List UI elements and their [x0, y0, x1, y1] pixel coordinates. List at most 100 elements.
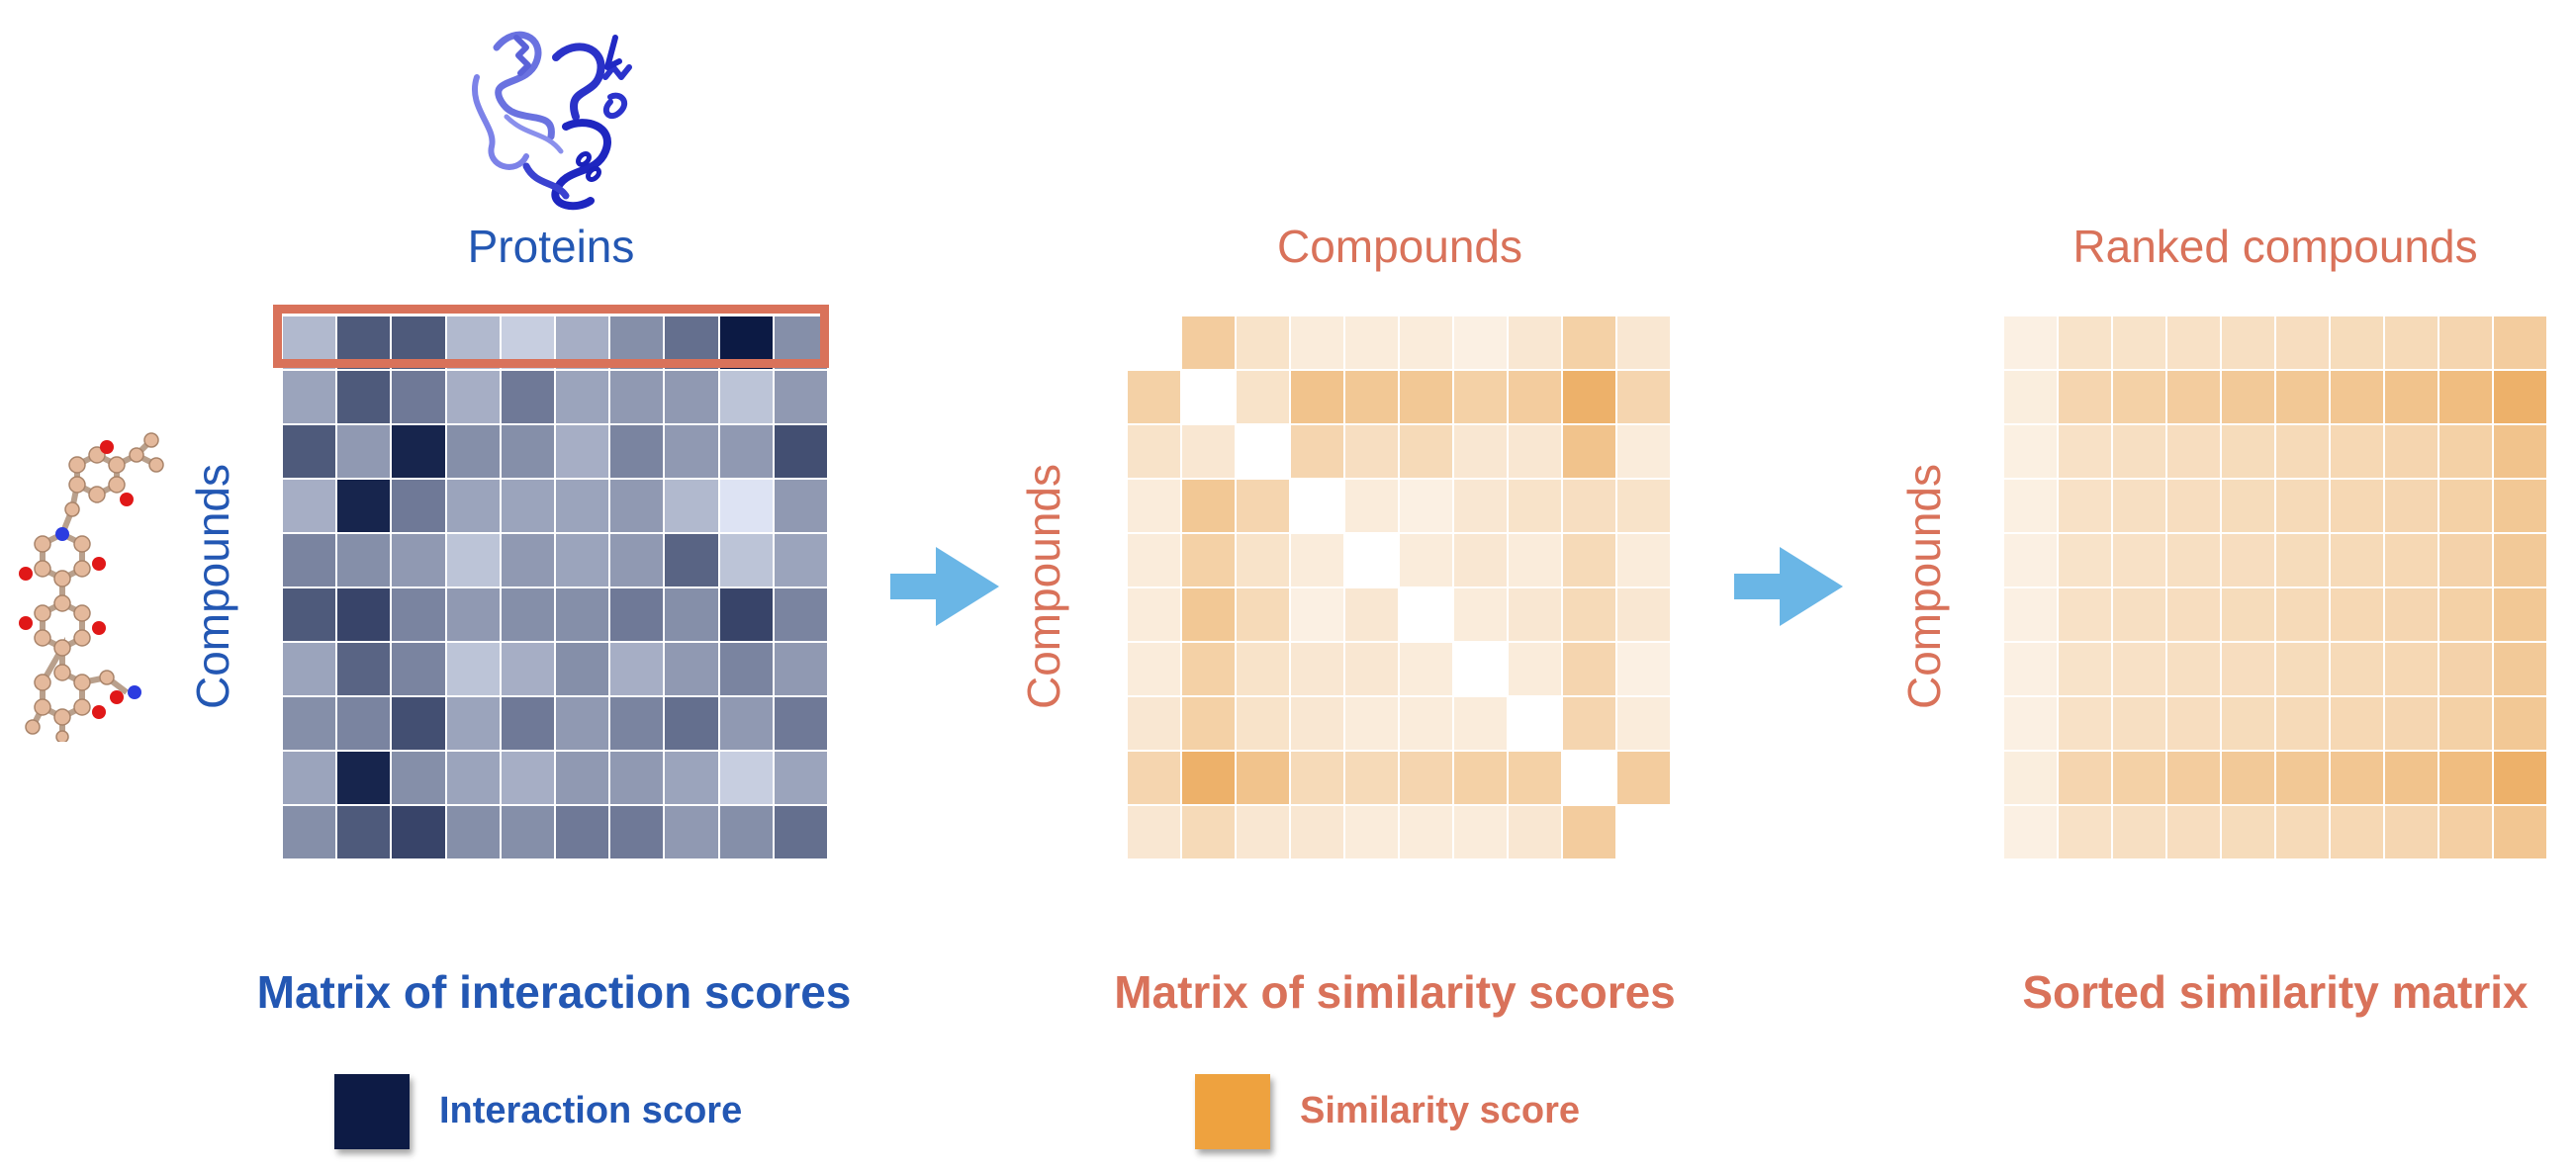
sorted-similarity-cell — [2276, 752, 2329, 804]
similarity-cell — [1617, 643, 1670, 695]
similarity-cell — [1617, 480, 1670, 532]
similarity-cell — [1509, 316, 1561, 369]
similarity-cell — [1291, 316, 1343, 369]
similarity-cell — [1291, 643, 1343, 695]
interaction-cell — [283, 425, 336, 478]
similarity-score-swatch — [1195, 1074, 1270, 1149]
interaction-cell — [774, 643, 827, 695]
interaction-cell — [774, 371, 827, 423]
similarity-cell — [1509, 425, 1561, 478]
interaction-cell — [610, 371, 664, 423]
interaction-cell — [337, 371, 391, 423]
similarity-cell — [1454, 425, 1507, 478]
compounds-axis-label-3: Compounds — [1898, 463, 1950, 710]
sorted-similarity-cell — [2331, 534, 2383, 586]
sorted-similarity-cell — [2113, 643, 2165, 695]
interaction-cell — [446, 643, 500, 695]
similarity-cell — [1182, 752, 1235, 804]
sorted-similarity-cell — [2439, 480, 2492, 532]
similarity-cell — [1509, 697, 1561, 750]
similarity-cell — [1345, 534, 1398, 586]
sorted-similarity-cell — [2494, 806, 2546, 858]
sorted-similarity-cell — [2167, 425, 2220, 478]
interaction-cell — [610, 806, 664, 858]
ranked-compounds-label: Ranked compounds — [2072, 221, 2478, 272]
sorted-similarity-cell — [2439, 425, 2492, 478]
sorted-similarity-cell — [2222, 371, 2274, 423]
similarity-cell — [1509, 643, 1561, 695]
sorted-similarity-cell — [2385, 371, 2438, 423]
sorted-similarity-cell — [2167, 752, 2220, 804]
interaction-cell — [446, 480, 500, 532]
interaction-cell — [665, 806, 718, 858]
similarity-matrix-caption: Matrix of similarity scores — [1114, 966, 1676, 1018]
interaction-cell — [719, 697, 773, 750]
interaction-cell — [665, 643, 718, 695]
compounds-top-label-2: Compounds — [1276, 221, 1523, 272]
interaction-cell — [392, 534, 445, 586]
sorted-similarity-cell — [2331, 806, 2383, 858]
sorted-similarity-cell — [2113, 371, 2165, 423]
interaction-cell — [337, 806, 391, 858]
sorted-similarity-cell — [2004, 697, 2057, 750]
similarity-cell — [1617, 316, 1670, 369]
similarity-cell — [1291, 425, 1343, 478]
interaction-cell — [283, 371, 336, 423]
similarity-cell — [1400, 588, 1452, 641]
interaction-cell — [556, 480, 609, 532]
interaction-cell — [337, 752, 391, 804]
interaction-cell — [610, 643, 664, 695]
sorted-similarity-cell — [2167, 480, 2220, 532]
interaction-cell — [446, 425, 500, 478]
interaction-cell — [283, 643, 336, 695]
sorted-similarity-cell — [2494, 752, 2546, 804]
similarity-cell — [1128, 806, 1180, 858]
similarity-cell — [1454, 643, 1507, 695]
similarity-cell — [1182, 480, 1235, 532]
similarity-cell — [1400, 752, 1452, 804]
interaction-cell — [501, 371, 554, 423]
similarity-cell — [1345, 588, 1398, 641]
sorted-similarity-cell — [2385, 752, 2438, 804]
sorted-similarity-cell — [2059, 534, 2111, 586]
sorted-similarity-cell — [2494, 588, 2546, 641]
similarity-cell — [1617, 697, 1670, 750]
similarity-cell — [1237, 480, 1289, 532]
interaction-cell — [446, 697, 500, 750]
sorted-similarity-cell — [2439, 752, 2492, 804]
similarity-cell — [1617, 371, 1670, 423]
similarity-cell — [1454, 697, 1507, 750]
interaction-cell — [774, 588, 827, 641]
similarity-cell — [1128, 371, 1180, 423]
interaction-cell — [501, 806, 554, 858]
interaction-cell — [446, 371, 500, 423]
similarity-cell — [1400, 806, 1452, 858]
similarity-cell — [1563, 806, 1615, 858]
similarity-cell — [1563, 480, 1615, 532]
sorted-similarity-cell — [2494, 534, 2546, 586]
similarity-cell — [1400, 697, 1452, 750]
similarity-cell — [1291, 371, 1343, 423]
similarity-cell — [1617, 425, 1670, 478]
similarity-cell — [1400, 643, 1452, 695]
similarity-cell — [1400, 534, 1452, 586]
interaction-cell — [501, 588, 554, 641]
similarity-cell — [1182, 588, 1235, 641]
similarity-cell — [1128, 588, 1180, 641]
similarity-cell — [1182, 425, 1235, 478]
similarity-cell — [1128, 534, 1180, 586]
sorted-similarity-cell — [2113, 588, 2165, 641]
similarity-cell — [1128, 480, 1180, 532]
interaction-cell — [719, 480, 773, 532]
interaction-cell — [283, 752, 336, 804]
similarity-cell — [1563, 588, 1615, 641]
sorted-similarity-cell — [2004, 425, 2057, 478]
interaction-cell — [337, 534, 391, 586]
similarity-cell — [1182, 316, 1235, 369]
sorted-similarity-cell — [2222, 480, 2274, 532]
sorted-similarity-cell — [2059, 425, 2111, 478]
interaction-cell — [446, 534, 500, 586]
sorted-similarity-cell — [2059, 588, 2111, 641]
interaction-cell — [556, 534, 609, 586]
sorted-similarity-cell — [2385, 806, 2438, 858]
